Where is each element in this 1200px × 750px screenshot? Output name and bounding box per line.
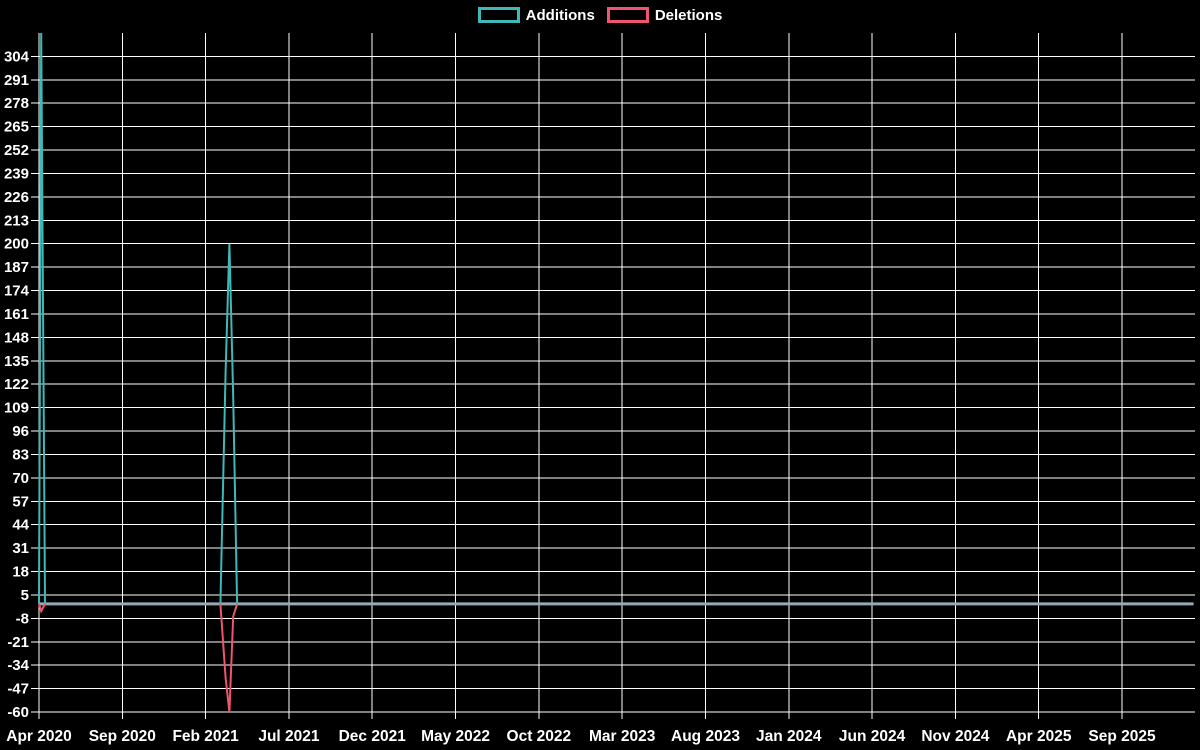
y-tick-label: 57 [12,493,29,510]
y-tick-label: -60 [7,704,29,721]
additions-line [38,32,46,604]
x-tick-label: Feb 2021 [172,728,239,745]
y-tick-label: 278 [4,95,29,112]
y-tick-label: 174 [4,283,30,300]
y-tick-label: 96 [12,423,29,440]
additions-swatch-icon [477,7,520,23]
x-tick-label: Jun 2024 [839,728,906,745]
y-tick-label: 70 [12,470,29,487]
deletions-line [219,603,239,713]
legend-item-additions[interactable]: Additions [477,6,595,24]
y-tick-label: -21 [7,634,29,651]
x-tick-label: Aug 2023 [671,728,740,745]
additions-line [219,243,239,604]
x-tick-label: Apr 2025 [1006,728,1072,745]
x-tick-label: May 2022 [421,728,490,745]
x-tick-label: Dec 2021 [339,728,407,745]
y-tick-label: 265 [4,119,29,136]
deletions-swatch-icon [606,7,649,23]
chart-legend: Additions Deletions [0,7,1200,23]
x-tick-label: Jul 2021 [258,728,320,745]
deletions-line [38,603,46,614]
x-tick-label: Sep 2025 [1088,728,1156,745]
y-tick-label: 44 [12,517,29,534]
y-tick-label: 18 [12,564,29,581]
y-tick-label: 31 [12,540,29,557]
x-tick-label: Nov 2024 [921,728,989,745]
x-tick-label: Oct 2022 [507,728,572,745]
y-tick-label: 187 [4,259,29,276]
y-tick-label: -34 [7,657,29,674]
y-tick-label: 83 [12,446,29,463]
y-tick-label: 304 [4,48,30,65]
y-tick-label: -8 [16,610,29,627]
x-tick-label: Mar 2023 [589,728,656,745]
y-tick-label: 213 [4,212,29,229]
y-tick-label: 135 [4,353,29,370]
y-tick-label: 109 [4,400,29,417]
y-tick-label: 161 [4,306,29,323]
y-tick-label: 200 [4,236,29,253]
legend-label-deletions: Deletions [654,6,723,24]
y-tick-label: 226 [4,189,29,206]
y-tick-label: 148 [4,329,29,346]
x-tick-label: Sep 2020 [89,728,156,745]
y-tick-label: 122 [4,376,29,393]
legend-item-deletions[interactable]: Deletions [606,6,723,24]
y-tick-label: 5 [21,587,29,604]
y-tick-label: 239 [4,165,29,182]
x-tick-label: Apr 2020 [6,728,71,745]
y-tick-label: 252 [4,142,29,159]
legend-label-additions: Additions [525,6,595,24]
y-tick-label: 291 [4,72,29,89]
y-tick-label: -47 [7,681,29,698]
x-tick-label: Jan 2024 [756,728,822,745]
